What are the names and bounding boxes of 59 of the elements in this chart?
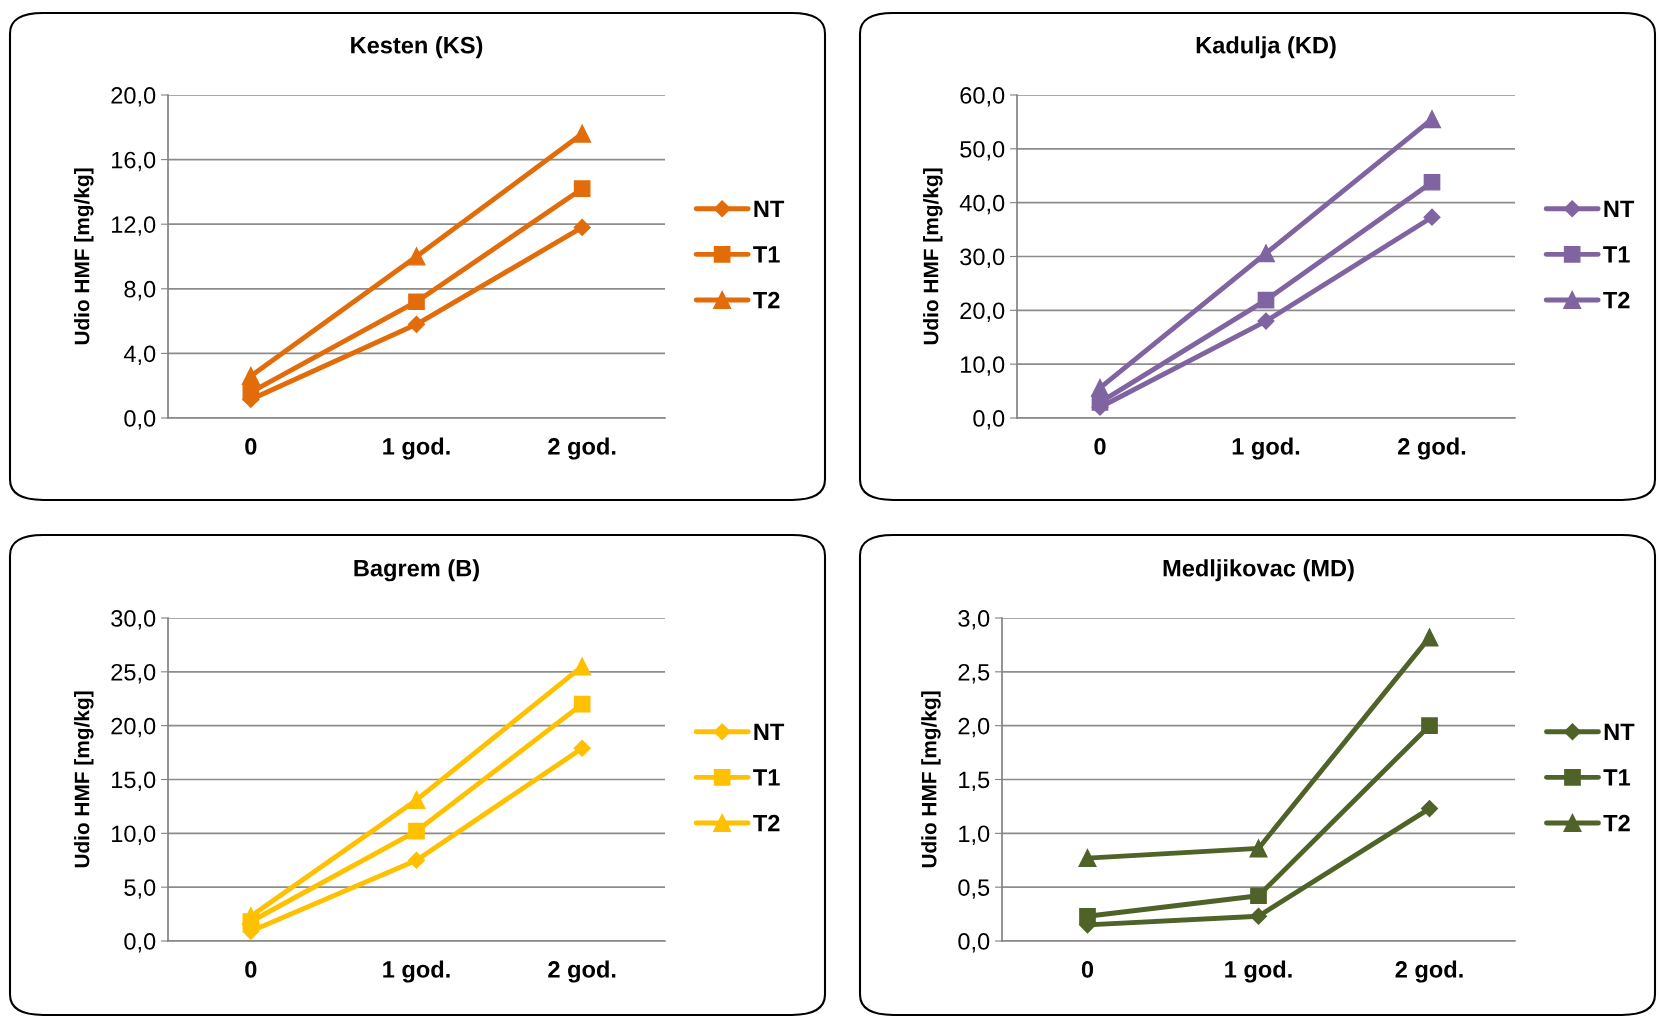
y-tick-label: 8,0 — [124, 280, 156, 301]
y-tick-label: 25,0 — [111, 663, 156, 684]
x-tick-label: 0 — [1094, 438, 1106, 455]
y-tick-label: 50,0 — [960, 140, 1005, 161]
chart-title: Kesten (KS) — [351, 36, 483, 59]
x-tick-label: 2 god. — [1395, 960, 1463, 983]
x-tick-label: 0 — [245, 961, 257, 978]
legend-label: T1 — [1603, 769, 1631, 786]
legend-label: T2 — [1603, 291, 1630, 309]
y-axis-title: Udio HMF [mg/kg] — [923, 168, 943, 345]
y-tick-label: 30,0 — [111, 610, 156, 630]
legend-label: T2 — [753, 291, 780, 309]
chart-title: Kadulja (KD) — [1196, 36, 1336, 59]
y-axis-title: Udio HMF [mg/kg] — [921, 691, 941, 868]
y-tick-label: 12,0 — [112, 216, 156, 236]
legend-label: T2 — [1603, 814, 1630, 832]
y-tick-label: 3,0 — [958, 610, 990, 630]
y-tick-label: 30,0 — [960, 248, 1005, 269]
y-tick-label: 15,0 — [112, 771, 156, 792]
y-tick-label: 2,0 — [958, 717, 990, 738]
y-tick-label: 0,5 — [958, 879, 990, 899]
y-tick-label: 60,0 — [960, 87, 1005, 107]
x-tick-label: 1 god. — [383, 960, 450, 983]
legend-label: T1 — [753, 769, 780, 786]
y-tick-label: 0,0 — [124, 933, 156, 953]
x-tick-label: 1 god. — [1232, 437, 1300, 460]
legend-label: T1 — [753, 246, 780, 263]
y-tick-label: 1,5 — [959, 771, 990, 792]
x-tick-label: 1 god. — [1225, 960, 1292, 983]
x-tick-label: 0 — [1081, 961, 1094, 978]
legend-label: NT — [754, 723, 785, 740]
legend-label: NT — [754, 200, 785, 217]
x-tick-label: 2 god. — [1398, 437, 1466, 460]
y-tick-label: 0,0 — [958, 933, 990, 953]
y-axis-title: Udio HMF [mg/kg] — [74, 168, 94, 345]
x-tick-label: 2 god. — [548, 437, 616, 460]
legend-label: T1 — [1603, 246, 1630, 263]
x-tick-label: 2 god. — [548, 960, 616, 983]
y-tick-label: 1,0 — [959, 825, 990, 845]
y-tick-label: 0,0 — [973, 410, 1005, 430]
chart-title: Medljikovac (MD) — [1163, 559, 1354, 582]
y-tick-label: 40,0 — [959, 194, 1005, 215]
legend-label: NT — [1604, 200, 1635, 217]
y-tick-label: 16,0 — [112, 151, 156, 172]
y-tick-label: 10,0 — [961, 356, 1005, 376]
legend-label: T2 — [753, 814, 780, 832]
x-tick-label: 1 god. — [383, 437, 450, 460]
y-tick-label: 2,5 — [958, 663, 990, 684]
y-tick-label: 20,0 — [960, 302, 1005, 322]
y-tick-label: 10,0 — [112, 825, 156, 845]
y-tick-label: 0,0 — [124, 410, 156, 430]
y-tick-label: 5,0 — [124, 879, 156, 899]
legend-label: NT — [1604, 723, 1635, 740]
chart-title: Bagrem (B) — [354, 559, 479, 582]
y-axis-title: Udio HMF [mg/kg] — [74, 691, 94, 868]
x-tick-label: 0 — [245, 438, 257, 455]
y-tick-label: 20,0 — [111, 87, 156, 107]
y-tick-label: 20,0 — [111, 717, 156, 738]
y-tick-label: 4,0 — [123, 345, 156, 365]
